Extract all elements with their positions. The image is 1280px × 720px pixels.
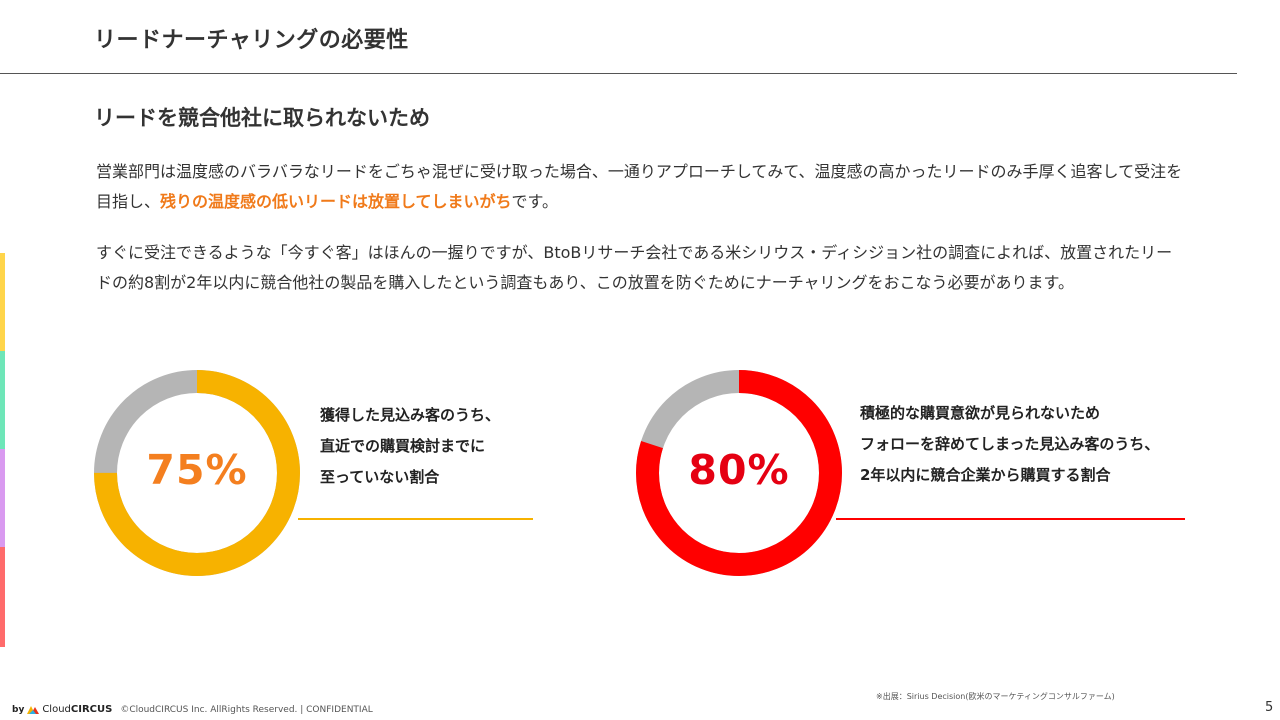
stat-block-80: 80% 積極的な購買意欲が見られないため フォローを辞めてしまった見込み客のうち… — [636, 370, 1196, 580]
footer-brand-suffix: CIRCUS — [70, 704, 113, 715]
stat-caption-line: 獲得した見込み客のうち、 — [320, 406, 501, 424]
paragraph-1-tail: です。 — [511, 192, 558, 211]
stat-caption-line: フォローを辞めてしまった見込み客のうち、 — [860, 435, 1160, 453]
paragraph-2: すぐに受注できるような「今すぐ客」はほんの一握りですが、BtoBリサーチ会社であ… — [96, 243, 1173, 292]
stat-underline — [298, 518, 533, 520]
section-heading: リードを競合他社に取られないため — [94, 106, 430, 130]
paragraph-1: 営業部門は温度感のバラバラなリードをごちゃ混ぜに受け取った場合、一通りアプローチ… — [96, 157, 1186, 217]
slide-title: リードナーチャリングの必要性 — [94, 28, 409, 53]
stat-caption: 積極的な購買意欲が見られないため フォローを辞めてしまった見込み客のうち、 2年… — [860, 398, 1159, 491]
title-divider — [0, 73, 1237, 74]
footer-brand-prefix: Cloud — [42, 704, 71, 715]
cloudcircus-logo-icon — [27, 706, 40, 714]
stat-value: 80% — [688, 446, 790, 494]
page-number: 5 — [1265, 700, 1274, 715]
accent-bar-purple — [0, 449, 5, 547]
stat-value: 75% — [146, 446, 248, 494]
donut-chart-80 — [636, 370, 842, 576]
stat-block-75: 75% 獲得した見込み客のうち、 直近での購買検討までに 至っていない割合 — [94, 370, 554, 580]
stat-underline — [836, 518, 1185, 520]
accent-bar-green — [0, 351, 5, 449]
stat-caption-line: 至っていない割合 — [320, 468, 440, 486]
donut-share — [94, 370, 300, 576]
stat-caption-line: 積極的な購買意欲が見られないため — [860, 404, 1101, 422]
stat-caption-line: 2年以内に競合企業から購買する割合 — [860, 466, 1111, 484]
source-note: ※出展：Sirius Decision(欧米のマーケティングコンサルファーム) — [876, 692, 1115, 701]
footer-by: by — [12, 704, 25, 715]
footer: by CloudCIRCUS ©CloudCIRCUS Inc. AllRigh… — [12, 704, 373, 715]
donut-chart-75 — [94, 370, 300, 576]
paragraph-1-text: 営業部門は温度感のバラバラなリードをごちゃ混ぜに受け取った場合、一通りアプローチ… — [96, 162, 1183, 211]
footer-brand: CloudCIRCUS — [42, 704, 112, 715]
accent-bar-red — [0, 547, 5, 647]
paragraph-1-highlight: 残りの温度感の低いリードは放置してしまいがち — [160, 192, 512, 211]
donut-share — [636, 370, 842, 576]
stat-caption-line: 直近での購買検討までに — [320, 437, 486, 455]
footer-copyright: ©CloudCIRCUS Inc. AllRights Reserved. | … — [120, 704, 373, 715]
accent-bar-yellow — [0, 253, 5, 351]
stat-caption: 獲得した見込み客のうち、 直近での購買検討までに 至っていない割合 — [320, 400, 500, 493]
